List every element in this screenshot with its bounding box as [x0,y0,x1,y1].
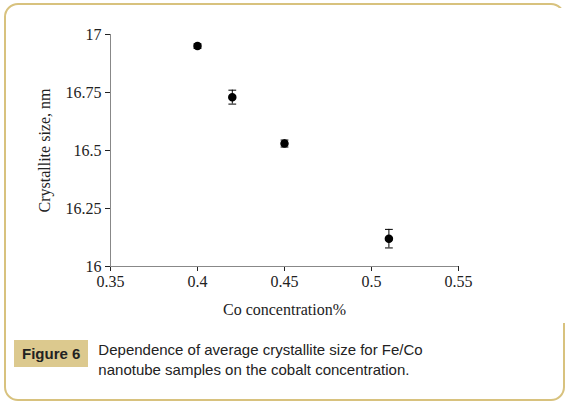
html-text:Figure 6: Figure 6 [22,345,81,362]
svg-text:0.35: 0.35 [97,273,125,290]
svg-text:Co concentration%: Co concentration% [223,301,346,318]
svg-text:16.25: 16.25 [66,200,102,217]
svg-text:16.5: 16.5 [74,142,102,159]
svg-text:16: 16 [85,257,102,275]
svg-text:0.5: 0.5 [362,273,382,290]
svg-text:16.75: 16.75 [66,84,102,101]
html-text:Dependence of average crystall: Dependence of average crystallite size f… [98,341,423,378]
svg-text:0.45: 0.45 [271,273,299,290]
svg-text:Crystallite size, nm: Crystallite size, nm [36,88,54,213]
svg-text:0.55: 0.55 [445,273,473,290]
svg-text:17: 17 [86,26,102,43]
svg-text:0.4: 0.4 [188,273,208,290]
